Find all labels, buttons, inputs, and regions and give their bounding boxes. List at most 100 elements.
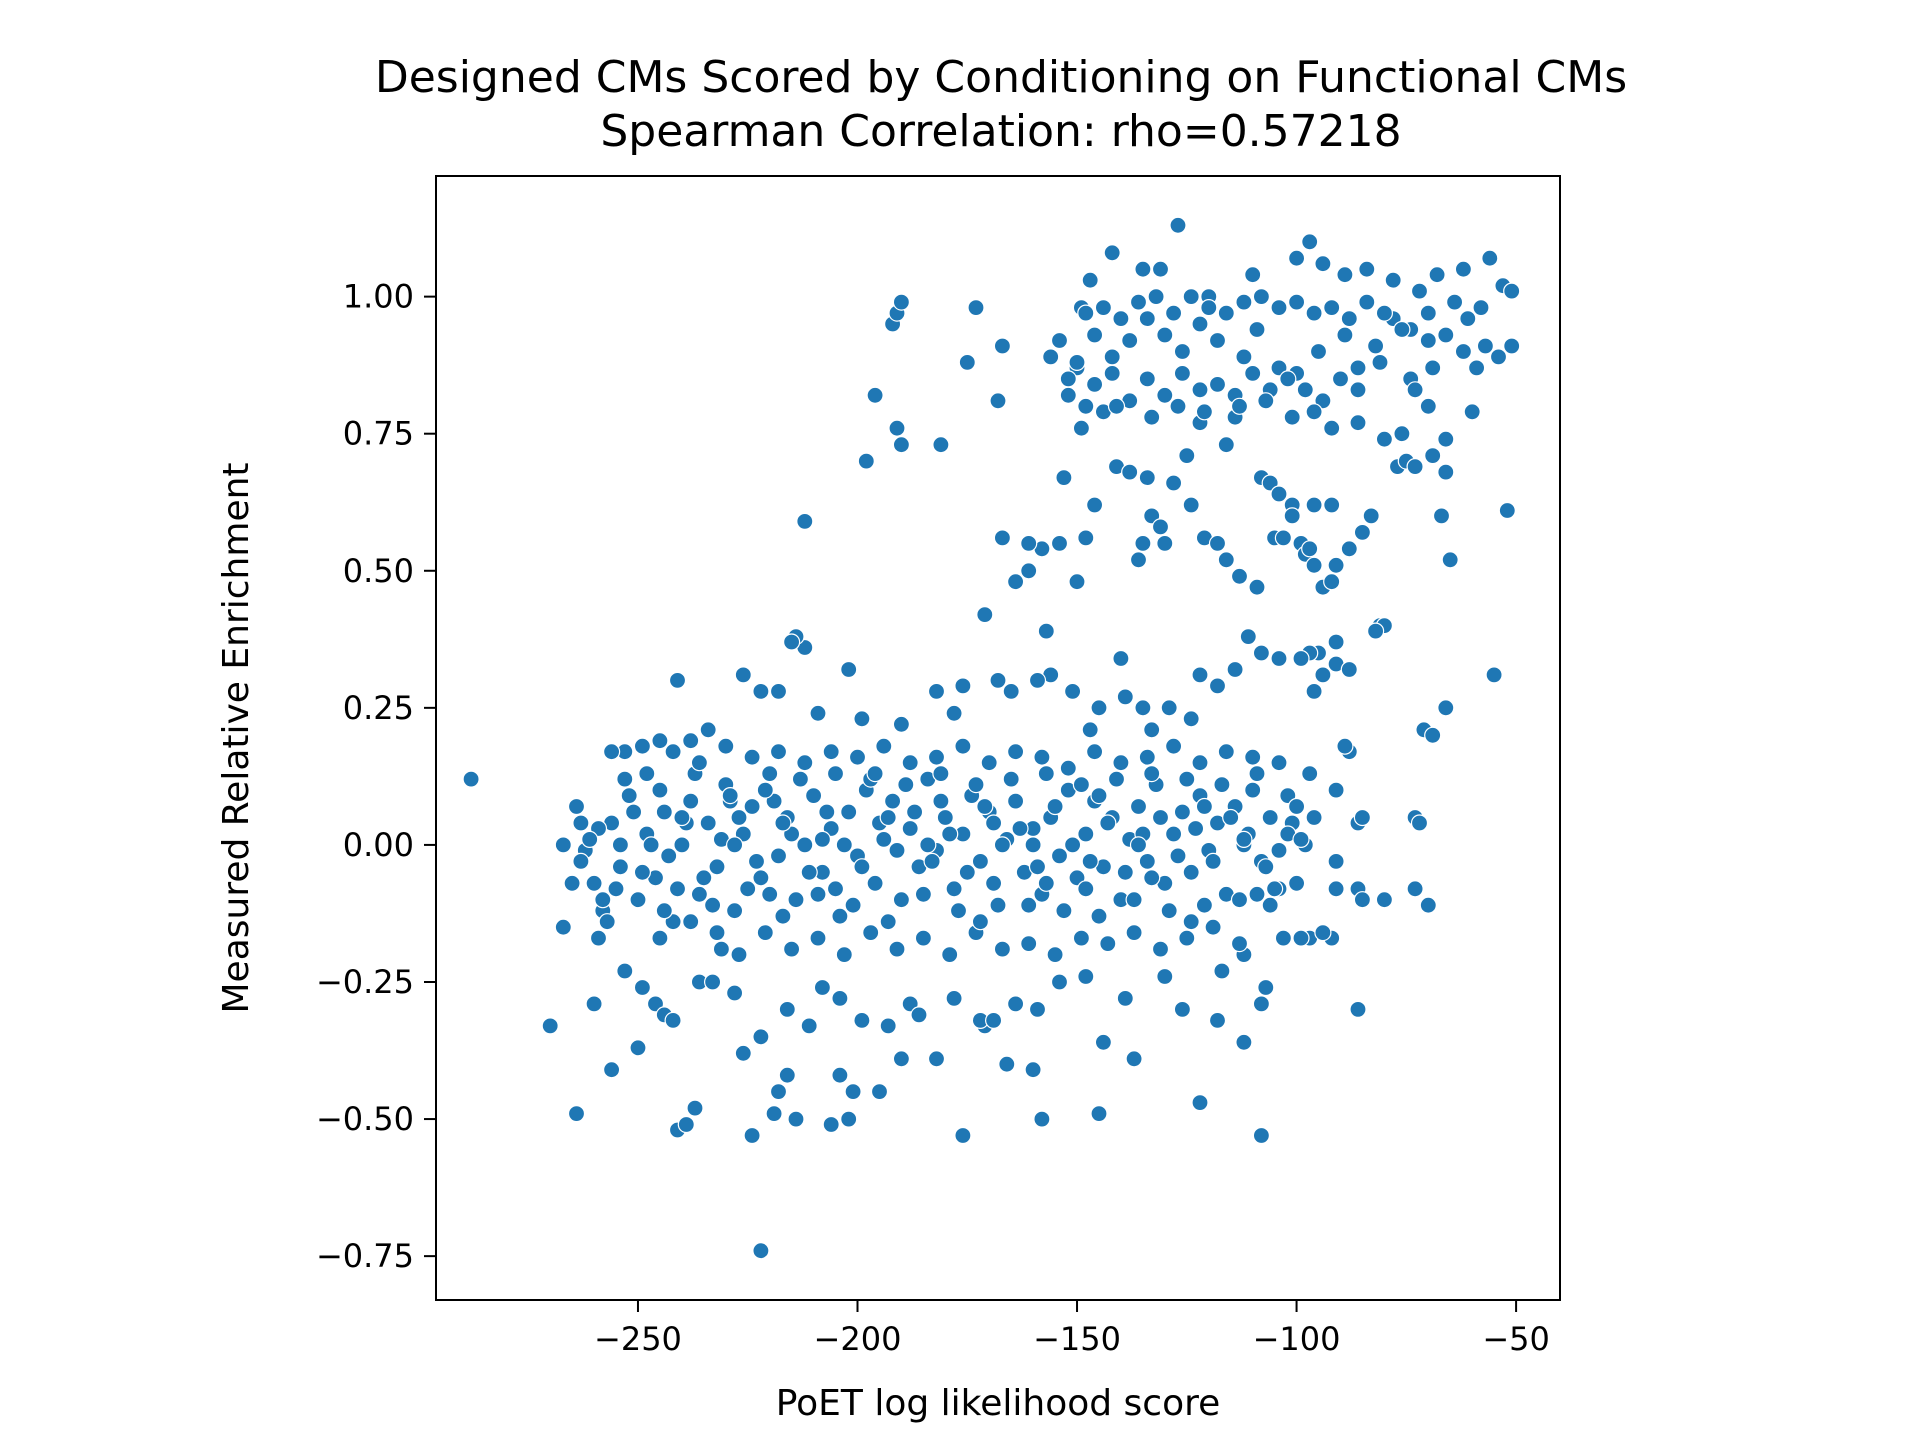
data-point: [1331, 370, 1350, 388]
data-point: [1485, 666, 1503, 684]
data-point: [1138, 310, 1156, 328]
data-point: [919, 836, 937, 854]
data-point: [1248, 885, 1266, 903]
data-point: [901, 819, 919, 838]
data-point: [1358, 260, 1376, 278]
data-point: [743, 748, 761, 766]
data-point: [1428, 266, 1446, 284]
data-point: [1178, 770, 1196, 788]
data-point: [1261, 896, 1279, 914]
data-point: [1059, 759, 1077, 777]
data-point: [1301, 540, 1319, 558]
data-point: [1200, 299, 1218, 317]
data-point: [782, 633, 801, 651]
data-point: [1173, 1000, 1192, 1019]
data-point: [835, 945, 853, 964]
data-point: [1419, 304, 1437, 322]
data-point: [1143, 721, 1161, 739]
data-point: [1432, 507, 1451, 525]
data-point: [927, 748, 946, 766]
data-point: [699, 814, 717, 832]
data-point: [1371, 353, 1389, 371]
data-point: [1178, 447, 1196, 465]
data-points: [462, 216, 1521, 1260]
data-point: [1191, 666, 1209, 684]
data-point: [892, 891, 911, 909]
data-point: [840, 803, 858, 821]
data-point: [1164, 474, 1183, 492]
data-point: [1160, 699, 1178, 717]
data-point: [1006, 573, 1025, 591]
data-point: [721, 786, 739, 805]
data-point: [1090, 786, 1108, 805]
data-point: [1143, 408, 1161, 426]
data-point: [739, 880, 757, 898]
data-point: [1059, 386, 1077, 404]
data-point: [1129, 293, 1148, 311]
data-point: [1094, 1033, 1113, 1051]
data-point: [1217, 743, 1235, 761]
data-point: [945, 989, 963, 1008]
data-point: [1011, 819, 1029, 838]
data-point: [853, 858, 871, 876]
data-point: [954, 677, 972, 695]
data-point: [1059, 370, 1077, 388]
data-point: [778, 1000, 796, 1019]
data-point: [1287, 249, 1306, 267]
data-point: [1362, 507, 1380, 525]
data-point: [800, 1017, 818, 1035]
data-point: [664, 1011, 682, 1030]
data-point: [541, 1017, 559, 1035]
data-point: [1287, 293, 1306, 311]
data-point: [717, 737, 735, 755]
data-point: [462, 770, 480, 788]
data-point: [1103, 348, 1121, 366]
data-point: [848, 748, 867, 766]
data-point: [1081, 271, 1099, 289]
data-point: [1437, 699, 1455, 717]
data-point: [892, 715, 911, 733]
data-point: [752, 1028, 770, 1046]
data-point: [572, 814, 590, 832]
data-point: [796, 512, 814, 531]
data-point: [1239, 627, 1257, 646]
data-point: [1292, 830, 1310, 849]
data-point: [1055, 902, 1073, 920]
data-point: [1467, 359, 1486, 377]
data-point: [791, 770, 810, 788]
data-point: [1204, 852, 1222, 871]
data-point: [1283, 408, 1301, 426]
data-point: [1248, 320, 1266, 339]
data-point: [936, 808, 954, 827]
data-point: [1182, 913, 1200, 931]
data-point: [1336, 737, 1354, 755]
data-point: [1406, 880, 1424, 898]
data-point: [1235, 830, 1253, 849]
data-point: [1068, 353, 1086, 371]
data-point: [809, 704, 827, 722]
data-point: [1077, 967, 1095, 986]
data-point: [1208, 1011, 1227, 1030]
data-point: [879, 1017, 897, 1035]
data-point: [1112, 649, 1130, 668]
data-point: [984, 874, 1003, 892]
data-point: [844, 1082, 862, 1101]
data-point: [756, 923, 774, 942]
data-point: [1055, 469, 1073, 487]
data-point: [787, 1110, 805, 1128]
data-point: [1169, 847, 1187, 865]
y-tick-label: 0.75: [343, 415, 414, 453]
data-point: [1459, 310, 1477, 328]
data-point: [1424, 726, 1442, 744]
data-point: [888, 940, 906, 958]
data-point: [1195, 896, 1214, 914]
data-point: [1173, 342, 1192, 361]
data-point: [1182, 710, 1200, 728]
data-point: [1037, 764, 1055, 783]
data-point: [1138, 748, 1156, 766]
data-point: [1235, 293, 1253, 311]
data-point: [655, 902, 673, 920]
data-point: [752, 1242, 770, 1260]
data-point: [1252, 644, 1271, 662]
